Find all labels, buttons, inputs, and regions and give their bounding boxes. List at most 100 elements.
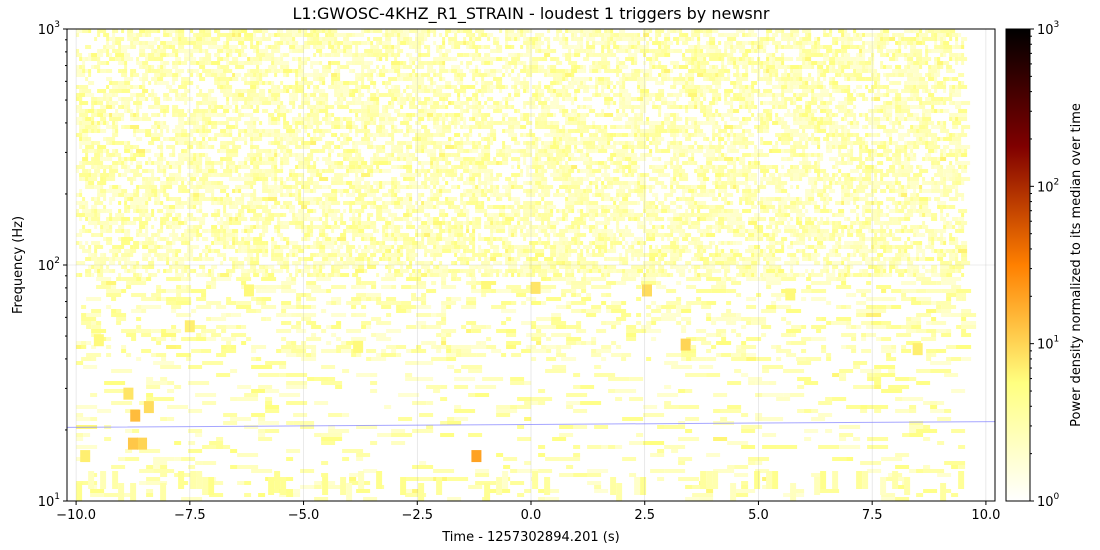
spectrogram-cell [226,85,233,89]
spectrogram-cell [526,89,530,93]
spectrogram-cell [424,149,434,153]
spectrogram-cell [907,141,914,145]
spectrogram-cell [640,37,647,41]
spectrogram-cell [841,157,845,161]
spectrogram-cell [322,65,326,69]
spectrogram-cell [523,41,533,45]
spectrogram-cell [790,129,800,133]
spectrogram-cell [310,61,320,65]
spectrogram-cell [706,49,716,53]
spectrogram-cell [394,145,404,149]
spectrogram-cell [661,137,665,141]
spectrogram-cell [760,137,764,141]
spectrogram-cell [130,145,134,149]
spectrogram-cell [280,109,287,113]
spectrogram-cell [910,93,914,97]
spectrogram-cell [586,85,590,89]
spectrogram-cell [475,169,479,173]
spectrogram-cell [622,181,632,185]
spectrogram-cell [841,117,845,121]
spectrogram-cell [955,157,959,161]
spectrogram-cell [961,161,971,165]
spectrogram-cell [94,169,101,173]
spectrogram-cell [763,89,773,93]
spectrogram-cell [403,65,407,69]
spectrogram-cell [316,41,323,45]
spectrogram-cell [901,97,911,101]
spectrogram-cell [514,177,518,181]
spectrogram-cell [385,57,389,61]
spectrogram-cell [355,181,362,185]
spectrogram-cell [208,45,218,49]
spectrogram-cell [520,117,524,121]
spectrogram-cell [925,137,929,141]
spectrogram-cell [526,49,533,53]
spectrogram-cell [775,77,779,81]
spectrogram-cell [901,101,905,105]
spectrogram-cell [412,157,416,161]
spectrogram-cell [658,121,662,125]
spectrogram-cell [487,121,494,125]
spectrogram-cell [238,133,242,137]
spectrogram-cell [319,169,323,173]
spectrogram-cell [661,81,665,85]
spectrogram-cell [835,141,845,145]
spectrogram-cell [520,29,524,33]
spectrogram-cell [298,113,302,117]
spectrogram-cell [871,53,875,57]
spectrogram-cell [718,73,725,77]
spectrogram-cell [430,161,434,165]
spectrogram-cell [655,129,659,133]
spectrogram-cell [655,29,665,33]
spectrogram-cell [253,109,260,113]
spectrogram-cell [547,141,551,145]
spectrogram-cell [184,101,188,105]
spectrogram-cell [355,73,365,77]
spectrogram-cell [142,61,149,65]
spectrogram-cell [532,93,539,97]
spectrogram-cell [370,141,374,145]
spectrogram-cell [394,45,401,49]
spectrogram-cell [961,149,965,153]
spectrogram-cell [358,153,362,157]
spectrogram-cell [292,169,296,173]
spectrogram-cell [418,117,425,121]
spectrogram-cell [379,41,383,45]
spectrogram-cell [331,77,341,81]
spectrogram-cell [736,65,740,69]
spectrogram-cell [847,181,854,185]
spectrogram-cell [736,69,740,73]
spectrogram-cell [412,97,416,101]
spectrogram-cell [382,121,389,125]
spectrogram-cell [799,145,809,149]
spectrogram-cell [937,61,947,65]
spectrogram-cell [580,113,587,117]
spectrogram-cell [166,181,173,185]
spectrogram-cell [391,165,401,169]
spectrogram-cell [718,165,728,169]
spectrogram-cell [421,137,431,141]
spectrogram-cell [862,177,872,181]
spectrogram-cell [871,149,875,153]
spectrogram-cell [256,65,260,69]
spectrogram-cell [622,105,629,109]
spectrogram-cell [190,129,194,133]
spectrogram-cell [187,173,194,177]
spectrogram-cell [550,93,560,97]
spectrogram-cell [790,29,800,33]
spectrogram-cell [160,105,167,109]
spectrogram-cell [160,181,167,185]
spectrogram-cell [928,149,938,153]
spectrogram-cell [418,65,425,69]
spectrogram-cell [313,161,317,165]
spectrogram-cell [595,61,599,65]
spectrogram-cell [811,109,818,113]
spectrogram-cell [457,73,461,77]
spectrogram-cell [955,101,965,105]
spectrogram-cell [853,133,857,137]
spectrogram-cell [457,153,461,157]
spectrogram-cell [649,65,653,69]
spectrogram-cell [538,37,542,41]
spectrogram-cell [439,33,443,37]
spectrogram-cell [301,65,305,69]
